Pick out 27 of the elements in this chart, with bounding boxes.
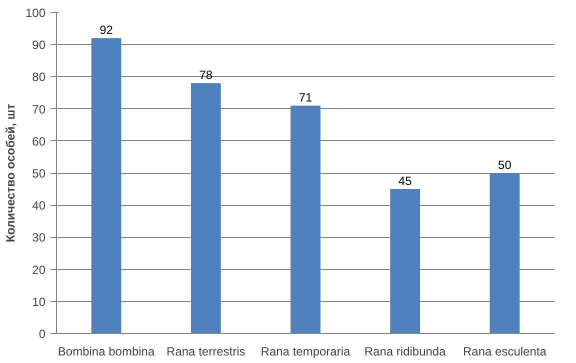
data-label: 78	[199, 68, 213, 82]
x-tick-label: Rana ridibunda	[364, 344, 446, 358]
bar	[190, 83, 221, 334]
y-tick-label: 90	[32, 38, 46, 52]
data-label: 92	[100, 23, 114, 38]
y-axis-title: Количество особей, шт	[3, 104, 18, 242]
y-tick-label: 80	[32, 70, 46, 84]
bar	[390, 189, 420, 334]
y-tick-label: 30	[32, 230, 46, 245]
y-tick-label: 70	[32, 102, 46, 116]
y-tick-label: 20	[32, 262, 46, 277]
data-label: 45	[398, 174, 412, 188]
y-tick-label: 40	[32, 198, 46, 213]
y-tick-label: 60	[32, 134, 46, 148]
y-tick-label: 10	[32, 294, 46, 309]
data-label: 50	[498, 158, 512, 172]
bar	[91, 38, 122, 334]
y-tick-label: 0	[38, 327, 46, 341]
y-tick-label: 100	[25, 6, 46, 20]
data-label: 71	[298, 90, 312, 105]
x-tick-label: Rana terrestris	[166, 344, 246, 358]
x-tick-label: Rana esculenta	[463, 344, 547, 358]
x-tick-label: Bombina bombina	[58, 344, 155, 358]
bar	[490, 173, 520, 334]
y-tick-label: 50	[32, 166, 46, 180]
bar	[290, 106, 320, 334]
x-tick-label: Rana temporaria	[260, 344, 351, 358]
